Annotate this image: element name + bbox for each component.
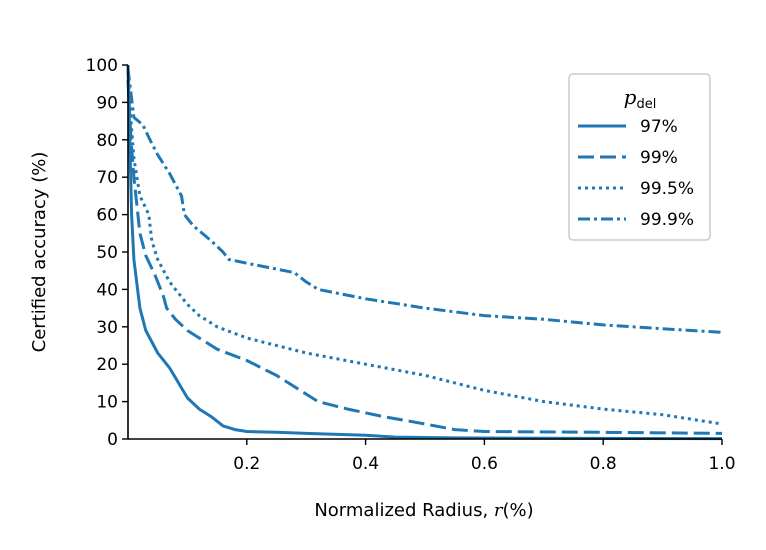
series-layer <box>126 64 723 441</box>
y-tick-label: 40 <box>96 280 118 300</box>
legend-label-3: 99.5% <box>640 179 694 199</box>
legend-label-4: 99.9% <box>640 210 694 230</box>
legend-title-sub: del <box>636 97 656 112</box>
y-tick-label: 60 <box>96 206 118 226</box>
series-line-2 <box>126 79 723 435</box>
x-tick-label: 0.2 <box>233 454 260 474</box>
y-tick-label: 90 <box>96 93 118 113</box>
x-axis-label-prefix: Normalized Radius, <box>314 500 494 521</box>
y-tick-label: 70 <box>96 168 118 188</box>
y-tick-label: 0 <box>107 430 118 450</box>
y-axis-label-unit: (%) <box>29 152 50 183</box>
series-line-4 <box>126 68 723 334</box>
legend-frame <box>568 73 711 241</box>
x-tick-label: 0.4 <box>352 454 379 474</box>
x-axis-label-var: r <box>494 500 504 521</box>
y-tick-label: 20 <box>96 355 118 375</box>
series-line-1 <box>126 64 723 441</box>
x-axis-label: Normalized Radius, r(%) <box>314 500 533 521</box>
ticks-layer: 0 10 20 30 40 50 60 70 80 90 100 0.2 0.4 0.6 0.8 1.0 <box>86 56 736 474</box>
x-tick-label: 1.0 <box>708 454 735 474</box>
legend-title: pdel <box>624 85 657 112</box>
y-tick-label: 30 <box>96 318 118 338</box>
legend-entries: 97% 99% 99.5% 99.9% <box>578 117 694 230</box>
y-tick-label: 50 <box>96 243 118 263</box>
legend-label-1: 97% <box>640 117 678 137</box>
legend-title-var: p <box>624 85 637 109</box>
y-tick-label: 80 <box>96 131 118 151</box>
y-tick-label: 100 <box>86 56 118 76</box>
y-axis-label-text: Certified accuracy <box>29 183 50 353</box>
y-axis-label: Certified accuracy (%) <box>29 152 50 353</box>
x-axis-label-suffix: (%) <box>503 500 534 521</box>
series-line-3 <box>126 72 723 426</box>
y-tick-label: 10 <box>96 393 118 413</box>
legend: pdel 97% 99% 99.5% 99.9% <box>568 73 711 241</box>
legend-label-2: 99% <box>640 148 678 168</box>
x-tick-label: 0.8 <box>590 454 617 474</box>
x-tick-label: 0.6 <box>471 454 498 474</box>
